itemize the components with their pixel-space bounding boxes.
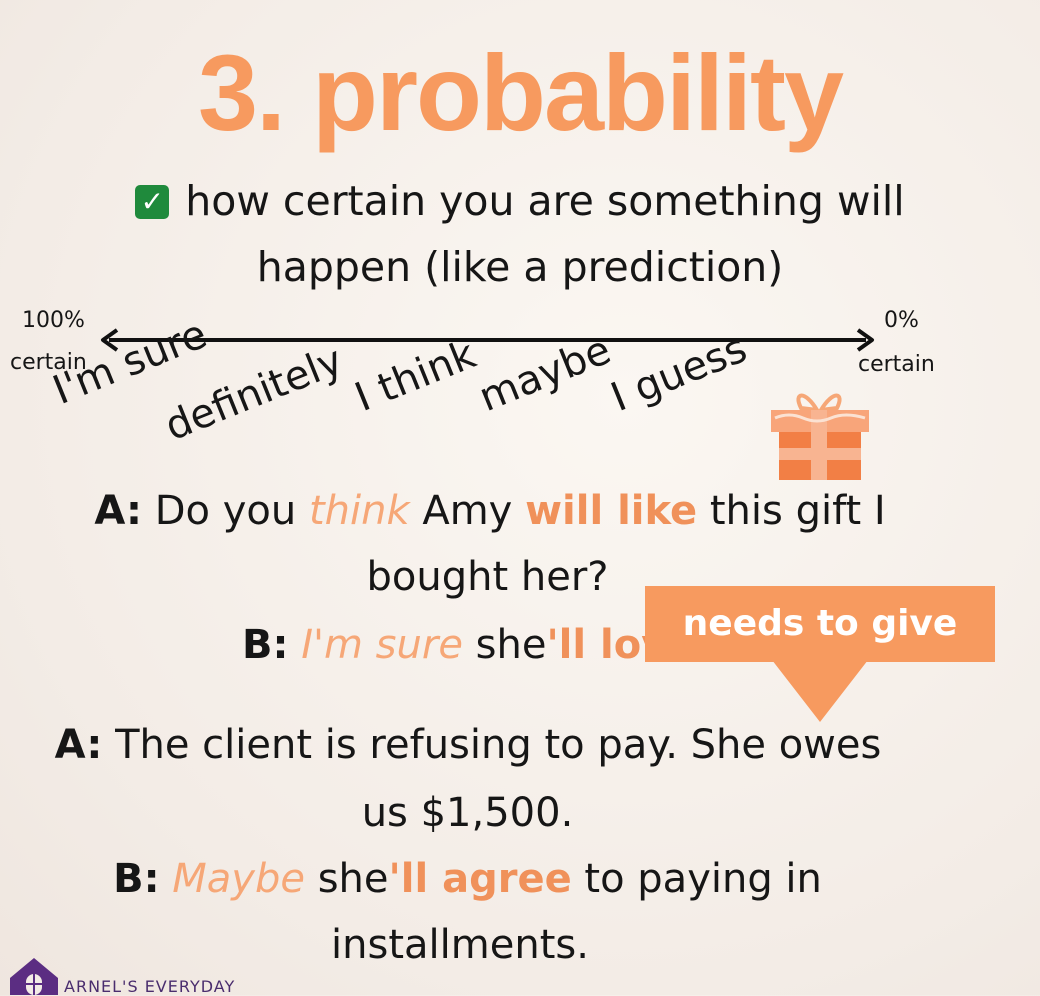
dialog1-a-think: think: [308, 488, 410, 534]
dialog1-b-im-sure: I'm sure: [301, 622, 463, 668]
dialog1-line-a-2: bought her?: [366, 554, 609, 600]
speaker-a-2: A:: [54, 722, 103, 768]
scale-arrow: [101, 328, 874, 352]
brand-name: ARNEL'S EVERYDAY: [64, 977, 236, 996]
definition-line-1: ✓ how certain you are something will: [0, 176, 1040, 226]
speaker-b: B:: [242, 622, 289, 668]
scale-left-percent: 100%: [22, 308, 85, 333]
speaker-a: A:: [94, 488, 143, 534]
dialog1-a-text-1: Do you: [142, 488, 309, 534]
speaker-b-2: B:: [113, 856, 160, 902]
gift-icon: [771, 393, 869, 480]
scale-left-word: certain: [10, 350, 87, 375]
dialog2-b-text-2: to paying in: [571, 856, 822, 902]
dialog1-a-text-2: Amy: [409, 488, 526, 534]
dialog2-line-b-2: installments.: [331, 922, 589, 968]
scale-right-percent: 0%: [884, 308, 919, 333]
dialog2-line-a-2: us $1,500.: [361, 790, 574, 836]
dialog1-a-will-like: will like: [525, 488, 698, 534]
dialog2-b-maybe: Maybe: [172, 856, 305, 902]
house-logo-icon: [10, 958, 58, 995]
dialog1-b-text-1: she: [462, 622, 547, 668]
page-title: 3. probability: [197, 32, 844, 153]
dialog1-line-a: A: Do you think Amy will like this gift …: [0, 486, 980, 536]
dialog2-b-text-1: she: [304, 856, 389, 902]
definition-text-1: how certain you are something will: [185, 177, 905, 225]
dialog2-a-text-1: The client is refusing to pay. She owes: [102, 722, 882, 768]
dialog1-line-b: B: I'm sure she'll lov: [242, 620, 667, 670]
dialog2-b-ll-agree: 'll agree: [388, 856, 572, 902]
definition-line-2: happen (like a prediction): [256, 243, 784, 291]
dialog2-line-b: B: Maybe she'll agree to paying in: [0, 854, 935, 904]
scale-right-word: certain: [858, 352, 935, 377]
dialog1-a-text-3: this gift I: [697, 488, 886, 534]
check-box-icon: ✓: [135, 185, 170, 219]
callout-box: needs to give: [645, 586, 995, 662]
dialog2-line-a: A: The client is refusing to pay. She ow…: [0, 720, 936, 770]
callout-pointer: [772, 660, 868, 722]
